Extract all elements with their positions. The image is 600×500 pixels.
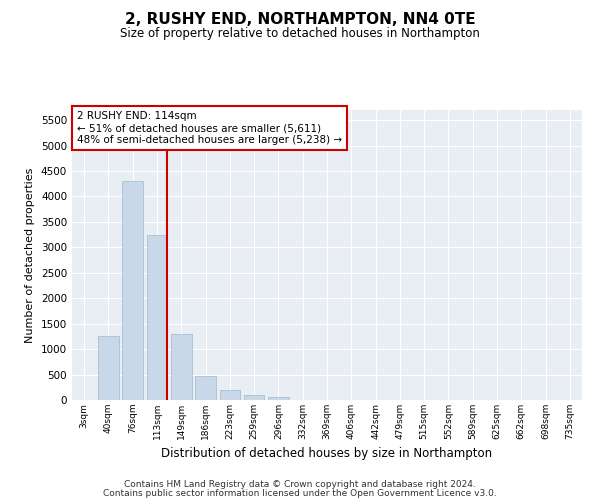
Bar — [171, 334, 191, 400]
Bar — [268, 397, 289, 400]
Text: 2, RUSHY END, NORTHAMPTON, NN4 0TE: 2, RUSHY END, NORTHAMPTON, NN4 0TE — [125, 12, 475, 28]
Bar — [98, 336, 119, 400]
Bar — [146, 234, 167, 400]
Bar — [195, 376, 216, 400]
Bar — [220, 390, 240, 400]
Text: Distribution of detached houses by size in Northampton: Distribution of detached houses by size … — [161, 448, 493, 460]
Text: 2 RUSHY END: 114sqm
← 51% of detached houses are smaller (5,611)
48% of semi-det: 2 RUSHY END: 114sqm ← 51% of detached ho… — [77, 112, 342, 144]
Y-axis label: Number of detached properties: Number of detached properties — [25, 168, 35, 342]
Text: Contains public sector information licensed under the Open Government Licence v3: Contains public sector information licen… — [103, 489, 497, 498]
Text: Contains HM Land Registry data © Crown copyright and database right 2024.: Contains HM Land Registry data © Crown c… — [124, 480, 476, 489]
Text: Size of property relative to detached houses in Northampton: Size of property relative to detached ho… — [120, 28, 480, 40]
Bar — [122, 181, 143, 400]
Bar — [244, 395, 265, 400]
